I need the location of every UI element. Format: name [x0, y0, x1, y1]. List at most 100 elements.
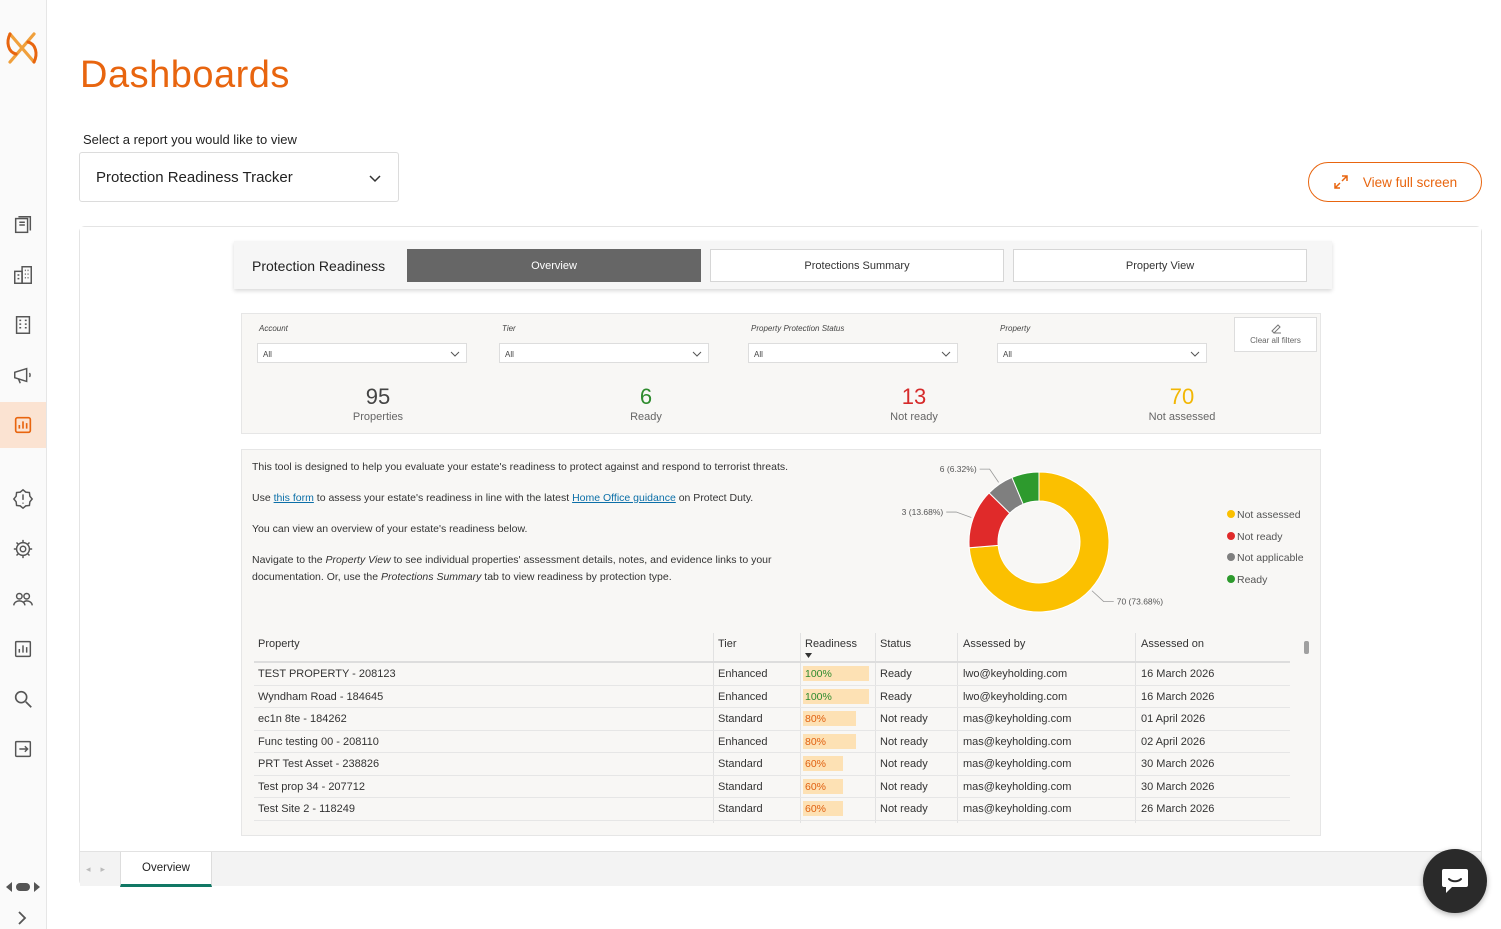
legend-item-not-applicable[interactable]: Not applicable — [1227, 548, 1304, 570]
column-header-property[interactable]: Property — [258, 638, 300, 650]
sidebar-item-library[interactable] — [0, 202, 46, 248]
tab-property-view[interactable]: Property View — [1013, 249, 1307, 282]
table-header: Property Tier Readiness Status Assessed … — [254, 633, 1290, 663]
kpi-properties: 95 Properties — [278, 384, 478, 423]
page-tabs-bar: ◂▸ Overview — [80, 851, 1481, 887]
app-logo-icon[interactable] — [4, 30, 40, 66]
sidebar-item-logout[interactable] — [0, 726, 46, 772]
column-header-assessed-on[interactable]: Assessed on — [1141, 638, 1204, 650]
data-label-not-applicable: 6 (6.32%) — [940, 464, 977, 474]
filter-account-select[interactable]: All — [257, 343, 467, 363]
view-full-screen-button[interactable]: View full screen — [1308, 162, 1482, 202]
arrow-right-icon[interactable] — [33, 882, 40, 892]
kpi-not-assessed: 70 Not assessed — [1082, 384, 1282, 423]
donut-slice-not-assessed[interactable] — [968, 471, 1110, 613]
chevron-down-icon — [941, 351, 951, 357]
filter-property-label: Property — [1000, 324, 1031, 333]
description: This tool is designed to help you evalua… — [252, 459, 812, 600]
readiness-donut-chart[interactable]: 70 (73.68%) 13 (13.68%) 6 (6.32%) — [902, 450, 1182, 620]
filter-tier-select[interactable]: All — [499, 343, 709, 363]
cell-tier: Enhanced — [718, 668, 768, 680]
column-header-readiness[interactable]: Readiness — [805, 638, 857, 650]
data-label-leader — [946, 511, 972, 518]
legend-dot — [1227, 553, 1235, 561]
table-row[interactable]: Test prop 34 - 207712 Standard Not ready ma… — [254, 776, 1290, 798]
column-header-assessed-by[interactable]: Assessed by — [963, 638, 1026, 650]
page-tab-overview[interactable]: Overview — [120, 852, 212, 887]
table-scrollbar[interactable] — [1304, 641, 1309, 654]
readiness-value: 60% — [805, 780, 827, 793]
clear-all-filters-button[interactable]: Clear all filters — [1234, 317, 1317, 352]
cell-assessed-on: 16 March 2026 — [1141, 668, 1215, 680]
legend-item-not-assessed[interactable]: Not assessed — [1227, 505, 1304, 527]
kpi-not-assessed-value: 70 — [1169, 384, 1195, 409]
cell-status: Not ready — [880, 758, 928, 770]
description-emphasis: Property View — [325, 554, 391, 566]
sidebar-item-search[interactable] — [0, 676, 46, 722]
cell-status: Not ready — [880, 803, 928, 815]
page-nav-arrows[interactable]: ◂▸ — [86, 864, 116, 874]
legend-item-not-ready[interactable]: Not ready — [1227, 527, 1304, 549]
this-form-link[interactable]: this form — [273, 492, 314, 504]
chart-icon — [14, 416, 32, 434]
sidebar-scroll-controls[interactable] — [2, 880, 44, 894]
table-row[interactable]: Wyndham Road - 184645 Enhanced Ready lwo@ke… — [254, 686, 1290, 708]
cell-assessed-on: 01 April 2026 — [1141, 713, 1206, 725]
legend-item-ready[interactable]: Ready — [1227, 570, 1304, 592]
column-header-status[interactable]: Status — [880, 638, 912, 650]
sidebar-item-alerts[interactable] — [0, 476, 46, 522]
search-icon — [14, 690, 32, 708]
kpi-ready: 6 Ready — [546, 384, 746, 423]
table-row[interactable]: Test Site 2 - 118249 Standard Not ready mas… — [254, 798, 1290, 821]
cell-tier: Standard — [718, 803, 763, 815]
legend-label: Not ready — [1237, 530, 1283, 543]
tab-protections-summary[interactable]: Protections Summary — [710, 249, 1004, 282]
cell-status: Ready — [880, 690, 912, 703]
tab-overview[interactable]: Overview — [407, 249, 701, 282]
filter-account-label: Account — [259, 324, 288, 333]
expand-icon — [1334, 175, 1348, 189]
sidebar-item-users[interactable] — [0, 576, 46, 622]
description-text: Navigate to the — [252, 554, 326, 566]
cell-assessed-on: 26 March 2026 — [1141, 803, 1215, 815]
column-header-tier[interactable]: Tier — [718, 638, 737, 650]
scroll-thumb-icon[interactable] — [16, 883, 30, 891]
kpi-not-assessed-label: Not assessed — [1148, 411, 1216, 423]
chevron-down-icon — [692, 351, 702, 357]
description-text: to see individual properties' assessment… — [252, 554, 772, 583]
report-select[interactable]: Protection Readiness Tracker — [79, 152, 399, 202]
readiness-value: 100% — [805, 668, 832, 680]
sidebar-item-buildings[interactable] — [0, 252, 46, 298]
data-label-leader — [1091, 590, 1114, 603]
filter-status-select[interactable]: All — [748, 343, 958, 363]
readiness-value: 60% — [805, 758, 827, 770]
cell-status: Ready — [880, 668, 912, 680]
cell-tier: Enhanced — [718, 690, 768, 703]
sidebar-item-properties[interactable] — [0, 302, 46, 348]
sidebar-item-announcements[interactable] — [0, 352, 46, 398]
chat-button[interactable] — [1423, 849, 1487, 913]
donut-slice-ready[interactable] — [1011, 471, 1040, 505]
readiness-bar: 100% — [803, 688, 869, 704]
home-office-guidance-link[interactable]: Home Office guidance — [572, 492, 676, 504]
sidebar-item-reports[interactable] — [0, 626, 46, 672]
megaphone-icon — [14, 367, 31, 384]
readiness-value: 60% — [805, 803, 827, 815]
arrow-left-icon[interactable] — [6, 882, 13, 892]
description-text: to assess your estate's readiness in lin… — [313, 492, 573, 504]
report-select-value: Protection Readiness Tracker — [96, 168, 293, 186]
table-body: TEST PROPERTY - 208123 Enhanced Ready lwo@k… — [254, 663, 1290, 821]
cell-assessed-by: lwo@keyholding.com — [963, 690, 1068, 703]
cell-property: Test prop 34 - 207712 — [258, 780, 366, 793]
sidebar-item-dashboards[interactable] — [0, 402, 46, 448]
sidebar-item-settings[interactable] — [0, 526, 46, 572]
filter-property-select[interactable]: All — [997, 343, 1207, 363]
data-label-not-assessed: 70 (73.68%) — [1117, 597, 1163, 607]
kpi-not-ready-value: 13 — [901, 384, 927, 409]
table-row[interactable]: PRT Test Asset - 238826 Standard Not ready… — [254, 753, 1290, 776]
expand-sidebar-icon[interactable] — [12, 908, 32, 928]
table-row[interactable]: Func testing 00 - 208110 Enhanced Not read… — [254, 731, 1290, 753]
table-row[interactable]: ec1n 8te - 184262 Standard Not ready mas@ke… — [254, 708, 1290, 731]
table-row[interactable]: TEST PROPERTY - 208123 Enhanced Ready lwo@k… — [254, 663, 1290, 686]
cell-assessed-on: 30 March 2026 — [1141, 758, 1215, 770]
